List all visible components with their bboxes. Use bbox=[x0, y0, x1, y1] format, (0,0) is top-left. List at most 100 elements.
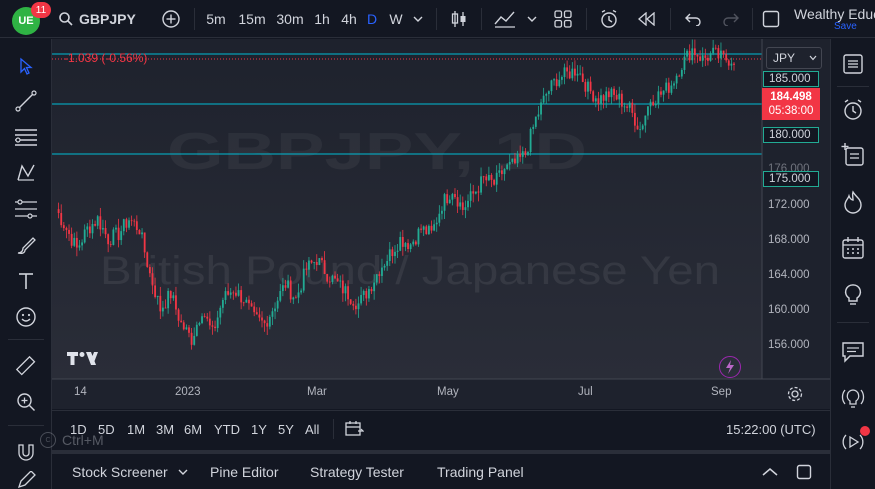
candle-body bbox=[534, 116, 537, 127]
range-5y[interactable]: 5Y bbox=[278, 421, 294, 437]
tab-strategy-tester[interactable]: Strategy Tester bbox=[310, 463, 404, 480]
calendar-button[interactable] bbox=[837, 233, 869, 263]
compare-button[interactable] bbox=[158, 0, 184, 38]
lightning-button[interactable] bbox=[719, 356, 741, 378]
candle-body bbox=[375, 274, 378, 283]
candle-body bbox=[414, 241, 417, 245]
ideas-button[interactable] bbox=[837, 280, 869, 310]
goto-date-button[interactable] bbox=[344, 411, 364, 447]
symbol-search[interactable]: GBPJPY bbox=[58, 0, 158, 38]
interval-d[interactable]: D bbox=[366, 11, 378, 27]
candle-body bbox=[308, 260, 310, 270]
tab-label: Stock Screener bbox=[72, 463, 168, 480]
range-5d[interactable]: 5D bbox=[98, 421, 115, 437]
shortcut-hint: C Ctrl+M bbox=[40, 430, 132, 450]
candle-body bbox=[214, 326, 216, 329]
candle-body bbox=[344, 286, 347, 294]
candle-body bbox=[532, 126, 535, 129]
range-all[interactable]: All bbox=[305, 421, 320, 437]
streams-button[interactable] bbox=[837, 427, 869, 457]
indicators-dropdown[interactable] bbox=[524, 0, 540, 38]
chat-button[interactable] bbox=[837, 337, 869, 367]
range-1m[interactable]: 1M bbox=[127, 421, 146, 437]
lock-tool[interactable] bbox=[10, 471, 42, 489]
candle-body bbox=[691, 48, 694, 61]
indicators-button[interactable] bbox=[490, 0, 520, 38]
price-chart[interactable]: GBPJPY, 1D British Pound / Japanese Yen bbox=[52, 39, 830, 409]
watchlist-button[interactable] bbox=[837, 49, 869, 79]
candle-body bbox=[373, 282, 376, 292]
tab-pine-editor[interactable]: Pine Editor bbox=[210, 463, 279, 480]
chevron-down-icon bbox=[809, 55, 817, 61]
tab-stock-screener[interactable]: Stock Screener bbox=[72, 454, 188, 489]
interval-w[interactable]: W bbox=[389, 11, 403, 27]
broadcast-icon bbox=[841, 389, 865, 408]
maximize-panel-button[interactable] bbox=[796, 454, 812, 489]
trendline-tool[interactable] bbox=[10, 86, 42, 116]
candle-body bbox=[435, 222, 438, 225]
measure-tool[interactable] bbox=[10, 351, 42, 381]
interval-4h[interactable]: 4h bbox=[341, 11, 357, 27]
range-1d[interactable]: 1D bbox=[70, 421, 87, 437]
interval-1h[interactable]: 1h bbox=[314, 11, 330, 27]
candle-body bbox=[589, 81, 592, 92]
range-6m[interactable]: 6M bbox=[184, 421, 203, 437]
alert-button[interactable] bbox=[596, 0, 622, 38]
chat-icon bbox=[842, 342, 864, 363]
currency-selector[interactable]: JPY bbox=[766, 47, 822, 69]
candle-body bbox=[422, 226, 425, 230]
candle-body bbox=[709, 53, 712, 61]
rewind-icon bbox=[638, 12, 655, 26]
fullscreen-button[interactable] bbox=[758, 0, 784, 38]
candle-body bbox=[253, 306, 256, 313]
chart-pane[interactable]: GBPJPY, 1D British Pound / Japanese Yen … bbox=[52, 39, 830, 409]
fib-tool[interactable] bbox=[10, 122, 42, 152]
layout-button[interactable] bbox=[550, 0, 576, 38]
zoom-tool[interactable] bbox=[10, 387, 42, 417]
candle-body bbox=[409, 244, 412, 250]
prediction-tool[interactable] bbox=[10, 194, 42, 224]
save-link[interactable]: Save bbox=[834, 21, 857, 32]
candle-body bbox=[294, 297, 297, 299]
interval-5m[interactable]: 5m bbox=[206, 11, 226, 27]
interval-dropdown[interactable] bbox=[410, 0, 426, 38]
magnet-tool[interactable] bbox=[10, 437, 42, 467]
undo-button[interactable] bbox=[680, 0, 706, 38]
range-1y[interactable]: 1Y bbox=[251, 421, 267, 437]
data-window-button[interactable] bbox=[837, 140, 869, 170]
tab-trading-panel[interactable]: Trading Panel bbox=[437, 463, 524, 480]
chart-type-button[interactable] bbox=[446, 0, 472, 38]
settings-button[interactable] bbox=[786, 385, 804, 403]
layout-name-button[interactable]: Wealthy Educ Save bbox=[794, 6, 875, 36]
range-3m[interactable]: 3M bbox=[156, 421, 175, 437]
candle-body bbox=[219, 307, 222, 318]
candle-body bbox=[438, 213, 441, 223]
notifications-button[interactable] bbox=[837, 383, 869, 413]
divider bbox=[333, 419, 334, 439]
text-tool[interactable] bbox=[10, 266, 42, 296]
candle-body bbox=[135, 221, 138, 231]
emoji-tool[interactable] bbox=[10, 302, 42, 332]
cursor-tool[interactable] bbox=[10, 51, 42, 81]
candle-body bbox=[203, 316, 206, 318]
zoom-in-icon bbox=[17, 393, 35, 411]
candle-body bbox=[91, 224, 94, 234]
candle-body bbox=[370, 289, 373, 292]
redo-button[interactable] bbox=[718, 0, 744, 38]
interval-30m[interactable]: 30m bbox=[276, 11, 304, 27]
candle-body bbox=[57, 209, 60, 214]
alerts-button[interactable] bbox=[837, 95, 869, 125]
candle-body bbox=[305, 268, 308, 270]
replay-button[interactable] bbox=[634, 0, 660, 38]
range-ytd[interactable]: YTD bbox=[214, 421, 240, 437]
utc-clock[interactable]: 15:22:00 (UTC) bbox=[726, 421, 816, 437]
interval-15m[interactable]: 15m bbox=[238, 11, 266, 27]
streams-alert-dot bbox=[860, 426, 870, 436]
hotlist-button[interactable] bbox=[837, 187, 869, 217]
candle-body bbox=[216, 317, 219, 329]
candle-body bbox=[511, 158, 514, 162]
brush-tool[interactable] bbox=[10, 230, 42, 260]
collapse-panel-button[interactable] bbox=[762, 454, 778, 489]
tv-logo[interactable] bbox=[66, 349, 100, 367]
pattern-tool[interactable] bbox=[10, 158, 42, 188]
